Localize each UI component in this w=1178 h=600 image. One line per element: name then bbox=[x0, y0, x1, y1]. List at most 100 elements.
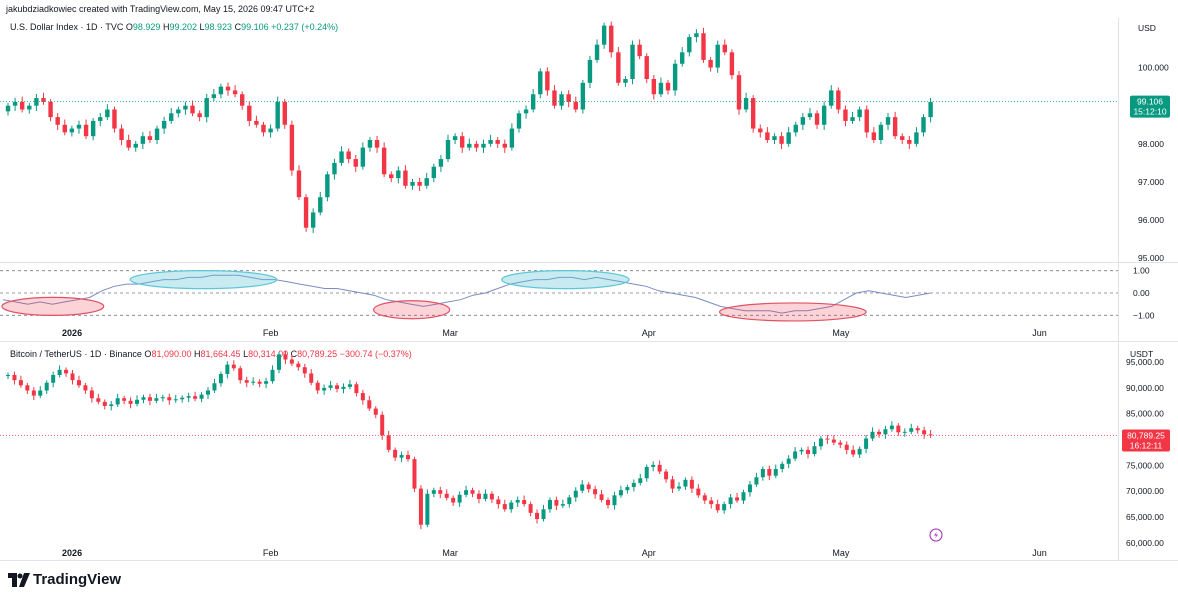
dxy-candle bbox=[878, 124, 884, 140]
dxy-price-tick: 98.000 bbox=[1138, 139, 1164, 149]
dxy-candle bbox=[126, 140, 131, 148]
grid-layer bbox=[0, 18, 1178, 561]
dxy-candle bbox=[793, 124, 798, 133]
btc-candle bbox=[683, 479, 688, 487]
dxy-candle bbox=[566, 94, 571, 102]
btc-candle bbox=[38, 390, 43, 396]
btc-close-label: C bbox=[290, 349, 298, 359]
dxy-candle bbox=[417, 181, 422, 186]
btc-candle bbox=[18, 380, 23, 386]
btc-candle bbox=[883, 429, 888, 435]
dxy-candle bbox=[715, 44, 720, 68]
btc-candle bbox=[31, 390, 36, 396]
btc-legend: Bitcoin / TetherUS · 1D · Binance O81,09… bbox=[10, 349, 412, 359]
btc-candle bbox=[25, 385, 30, 391]
btc-candle bbox=[612, 495, 617, 506]
btc-candle bbox=[276, 354, 281, 370]
btc-price-tick: 95,000.00 bbox=[1126, 357, 1164, 367]
btc-candle bbox=[696, 488, 701, 496]
btc-candle bbox=[341, 386, 346, 389]
btc-candle bbox=[702, 495, 707, 501]
btc-countdown-text: 16:12:11 bbox=[1130, 440, 1163, 450]
dxy-price-tick: 97.000 bbox=[1138, 177, 1164, 187]
btc-price-tick: 60,000.00 bbox=[1126, 538, 1164, 548]
dxy-candle bbox=[637, 44, 642, 57]
btc-candle bbox=[586, 484, 591, 490]
tradingview-brand[interactable]: TradingView bbox=[8, 571, 121, 588]
btc-candle bbox=[160, 397, 165, 399]
btc-candle bbox=[767, 468, 772, 476]
dxy-candle bbox=[396, 170, 401, 179]
btc-candle bbox=[909, 428, 914, 432]
dxy-high: 99.202 bbox=[169, 22, 197, 32]
btc-candle bbox=[347, 384, 352, 387]
lightning-icon bbox=[934, 531, 938, 539]
btc-candle bbox=[644, 466, 649, 479]
btc-candle bbox=[238, 368, 243, 381]
btc-candle bbox=[418, 488, 423, 525]
time-axis-label-osc: Feb bbox=[263, 328, 279, 338]
btc-candle bbox=[496, 499, 501, 505]
dxy-candle bbox=[332, 162, 337, 175]
dxy-candle bbox=[5, 105, 11, 112]
dxy-candle bbox=[658, 82, 664, 95]
btc-candle bbox=[180, 397, 185, 400]
time-axis-label-btc: Feb bbox=[263, 548, 279, 558]
dxy-candle bbox=[765, 132, 770, 140]
btc-candle bbox=[218, 373, 223, 384]
btc-candle bbox=[489, 493, 494, 500]
btc-candle bbox=[722, 504, 727, 511]
dxy-candle bbox=[601, 25, 607, 45]
dxy-candle bbox=[381, 147, 387, 175]
dxy-candle bbox=[708, 59, 713, 68]
dxy-candle bbox=[680, 52, 685, 64]
dxy-candle bbox=[147, 136, 153, 140]
dxy-candle bbox=[176, 109, 181, 114]
btc-candle bbox=[670, 479, 675, 489]
btc-price-tick: 75,000.00 bbox=[1126, 460, 1164, 470]
time-axis-label-btc: Apr bbox=[642, 548, 656, 558]
btc-candle bbox=[806, 449, 811, 455]
dxy-candle bbox=[694, 33, 699, 38]
dxy-candle bbox=[424, 178, 429, 186]
btc-candle bbox=[754, 477, 759, 485]
btc-candle bbox=[902, 431, 907, 433]
dxy-candle bbox=[452, 136, 458, 140]
oscillator-pane bbox=[0, 270, 1118, 322]
btc-low: 80,314.00 bbox=[248, 349, 289, 359]
dxy-open-label: O bbox=[125, 22, 133, 32]
dxy-candle bbox=[211, 94, 217, 99]
btc-candle bbox=[109, 404, 114, 406]
btc-candle bbox=[838, 442, 843, 445]
btc-candle bbox=[399, 455, 404, 458]
btc-candle bbox=[96, 398, 101, 402]
btc-candle bbox=[283, 354, 288, 360]
time-axis-label-btc: Jun bbox=[1032, 548, 1047, 558]
btc-candle bbox=[393, 449, 398, 458]
dxy-candle bbox=[239, 94, 245, 106]
btc-candle bbox=[483, 493, 488, 499]
btc-candle bbox=[57, 369, 62, 375]
btc-candle bbox=[5, 374, 11, 376]
btc-candle bbox=[309, 373, 314, 383]
dxy-candle bbox=[296, 170, 302, 198]
dxy-candle bbox=[105, 109, 110, 118]
oscillator-highlight-ellipse bbox=[718, 302, 867, 322]
dxy-candle bbox=[502, 143, 507, 148]
btc-candle bbox=[896, 425, 901, 433]
time-axis-label-btc: Mar bbox=[442, 548, 458, 558]
btc-candle bbox=[476, 493, 481, 499]
btc-candle bbox=[335, 385, 340, 389]
dxy-candle bbox=[76, 124, 82, 129]
dxy-candle bbox=[339, 151, 344, 163]
btc-candle bbox=[51, 374, 56, 383]
dxy-candle bbox=[12, 101, 18, 106]
btc-candle bbox=[689, 479, 694, 489]
dxy-candle bbox=[743, 98, 749, 110]
btc-open-label: O bbox=[144, 349, 152, 359]
oscillator-highlight-ellipse bbox=[1, 296, 105, 316]
dxy-candle bbox=[750, 98, 756, 129]
dxy-candle bbox=[232, 90, 238, 95]
btc-candle bbox=[793, 451, 798, 459]
